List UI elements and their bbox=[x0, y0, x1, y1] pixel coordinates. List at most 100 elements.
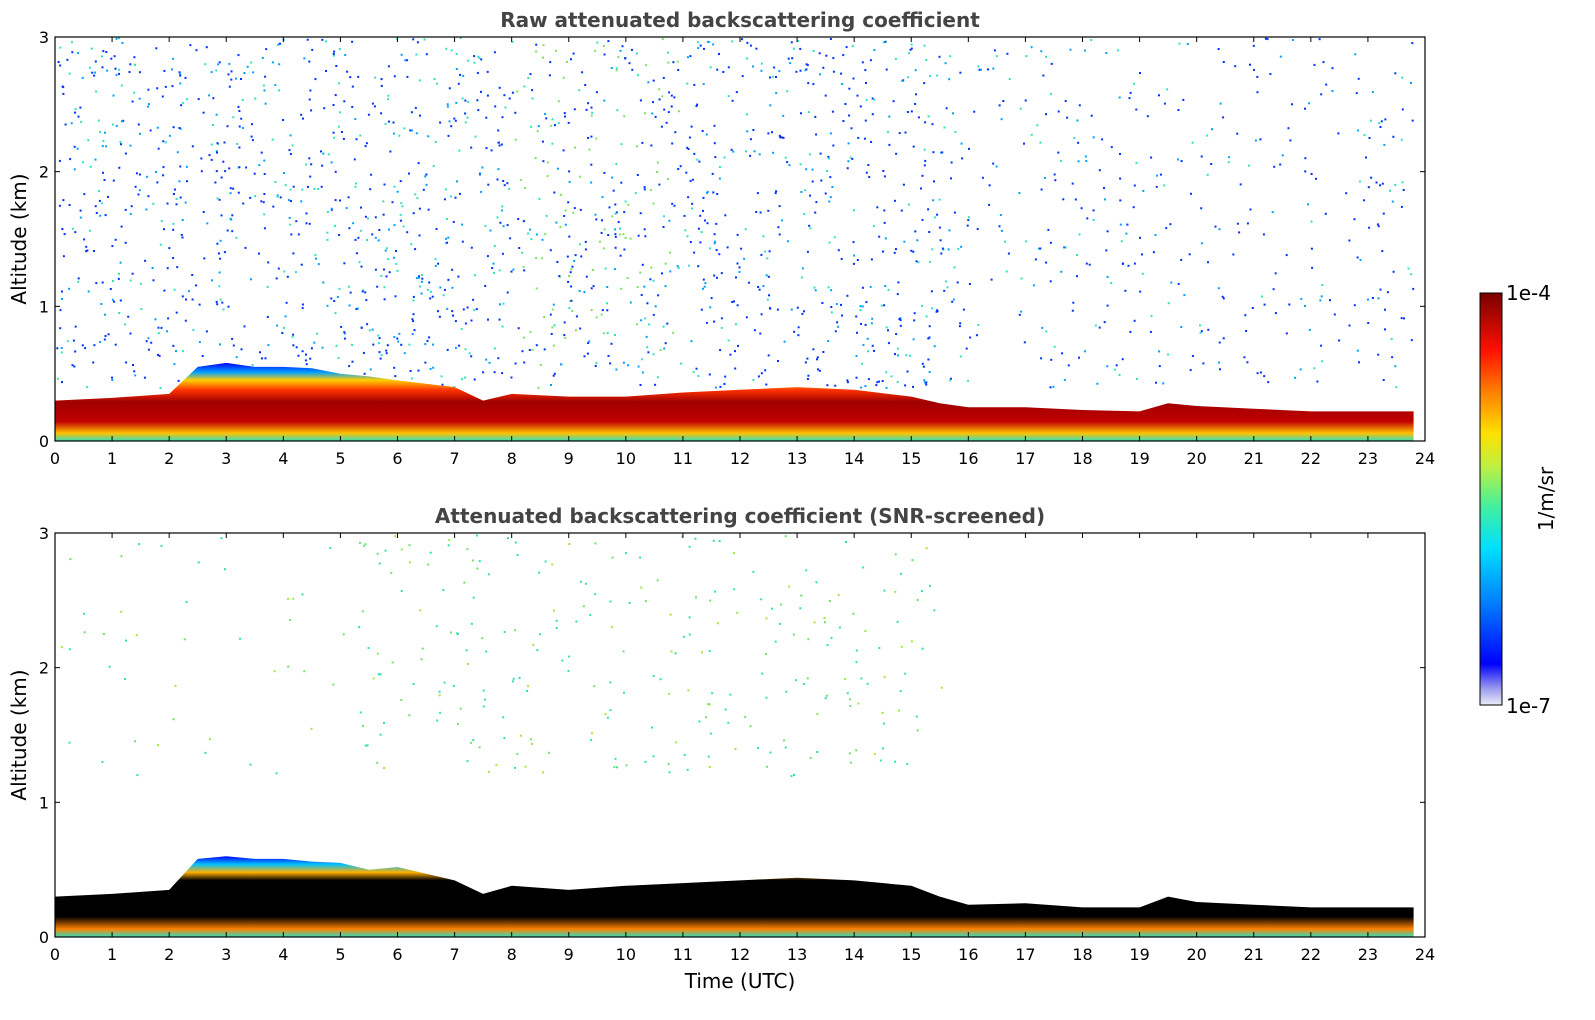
noise-speck bbox=[585, 275, 588, 278]
noise-speck bbox=[124, 323, 127, 326]
noise-speck bbox=[915, 715, 918, 718]
noise-speck bbox=[923, 164, 926, 167]
noise-speck bbox=[434, 258, 437, 261]
noise-speck bbox=[552, 374, 555, 377]
noise-speck bbox=[115, 124, 118, 127]
noise-speck bbox=[478, 57, 481, 59]
noise-speck bbox=[530, 742, 533, 745]
noise-speck bbox=[1218, 341, 1221, 344]
noise-speck bbox=[62, 255, 65, 258]
noise-speck bbox=[376, 761, 379, 764]
noise-speck bbox=[927, 115, 930, 118]
noise-speck bbox=[621, 45, 624, 48]
noise-speck bbox=[706, 222, 709, 225]
noise-speck bbox=[1318, 38, 1321, 41]
noise-speck bbox=[569, 271, 572, 274]
noise-speck bbox=[466, 306, 469, 309]
noise-speck bbox=[455, 346, 457, 349]
noise-speck bbox=[305, 163, 308, 166]
noise-speck bbox=[607, 354, 610, 357]
noise-speck bbox=[783, 739, 786, 742]
noise-speck bbox=[378, 229, 381, 231]
noise-speck bbox=[449, 195, 452, 198]
noise-speck bbox=[920, 590, 923, 593]
noise-speck bbox=[988, 203, 991, 206]
noise-speck bbox=[578, 89, 581, 92]
noise-speck bbox=[360, 326, 363, 329]
noise-speck bbox=[578, 290, 581, 292]
noise-speck bbox=[1080, 207, 1083, 210]
noise-speck bbox=[391, 661, 394, 664]
noise-speck bbox=[275, 277, 278, 280]
noise-speck bbox=[285, 301, 288, 304]
noise-speck bbox=[93, 250, 95, 252]
noise-speck bbox=[615, 69, 618, 72]
noise-speck bbox=[654, 115, 657, 118]
noise-speck bbox=[677, 110, 680, 113]
noise-speck bbox=[866, 337, 869, 340]
noise-speck bbox=[837, 325, 840, 328]
noise-speck bbox=[578, 243, 581, 246]
x-tick-label: 3 bbox=[221, 449, 231, 468]
noise-speck bbox=[311, 48, 314, 51]
noise-speck bbox=[589, 614, 592, 616]
noise-speck bbox=[716, 193, 719, 195]
noise-speck bbox=[229, 187, 232, 190]
noise-speck bbox=[259, 351, 261, 354]
noise-speck bbox=[400, 53, 403, 56]
noise-speck bbox=[894, 199, 896, 202]
noise-speck bbox=[260, 151, 263, 154]
noise-speck bbox=[619, 49, 622, 52]
noise-speck bbox=[56, 347, 59, 350]
noise-speck bbox=[930, 290, 933, 293]
raw-backscatter-panel: Raw attenuated backscattering coefficien… bbox=[7, 8, 1435, 468]
noise-speck bbox=[138, 543, 141, 546]
noise-speck bbox=[332, 131, 335, 134]
noise-speck bbox=[609, 709, 612, 712]
noise-speck bbox=[504, 106, 507, 109]
noise-speck bbox=[160, 326, 163, 329]
noise-speck bbox=[640, 294, 643, 296]
noise-speck bbox=[552, 303, 555, 306]
noise-speck bbox=[536, 130, 539, 133]
noise-speck bbox=[910, 640, 913, 643]
noise-speck bbox=[283, 326, 285, 329]
noise-speck bbox=[152, 279, 155, 282]
noise-speck bbox=[384, 249, 387, 252]
noise-speck bbox=[498, 269, 501, 272]
noise-speck bbox=[424, 343, 427, 346]
noise-speck bbox=[1121, 262, 1124, 265]
x-tick-label: 0 bbox=[50, 945, 60, 964]
noise-speck bbox=[661, 272, 663, 275]
noise-speck bbox=[139, 282, 142, 285]
noise-speck bbox=[923, 44, 926, 47]
noise-speck bbox=[968, 283, 971, 285]
noise-speck bbox=[873, 49, 876, 52]
x-tick-label: 13 bbox=[787, 449, 807, 468]
noise-speck bbox=[486, 94, 489, 97]
noise-speck bbox=[284, 184, 287, 187]
noise-speck bbox=[757, 286, 760, 288]
noise-speck bbox=[263, 159, 266, 162]
noise-speck bbox=[1200, 330, 1203, 333]
noise-speck bbox=[426, 339, 429, 342]
noise-speck bbox=[121, 120, 123, 123]
noise-speck bbox=[708, 40, 711, 43]
noise-speck bbox=[1313, 63, 1316, 66]
noise-speck bbox=[896, 293, 899, 296]
noise-speck bbox=[400, 202, 403, 205]
noise-speck bbox=[1410, 273, 1413, 276]
noise-speck bbox=[626, 277, 629, 279]
noise-speck bbox=[1005, 270, 1008, 273]
noise-speck bbox=[622, 233, 625, 236]
noise-speck bbox=[584, 240, 587, 243]
noise-speck bbox=[568, 307, 571, 310]
noise-speck bbox=[359, 711, 362, 714]
noise-speck bbox=[549, 313, 552, 316]
noise-speck bbox=[948, 229, 951, 232]
noise-speck bbox=[1053, 173, 1056, 176]
noise-speck bbox=[412, 320, 415, 323]
noise-speck bbox=[461, 97, 464, 100]
noise-speck bbox=[445, 188, 447, 191]
